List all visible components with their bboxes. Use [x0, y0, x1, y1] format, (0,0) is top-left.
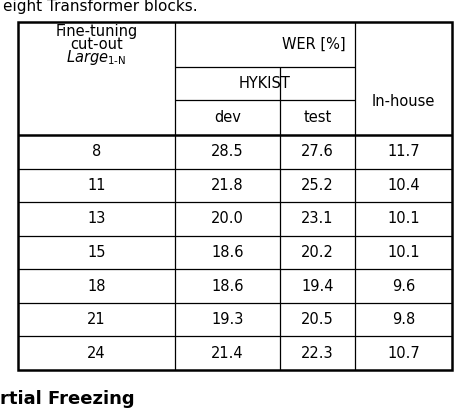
- Text: 9.8: 9.8: [392, 312, 415, 327]
- Text: 8: 8: [92, 144, 101, 159]
- Text: 10.1: 10.1: [387, 245, 420, 260]
- Text: 20.0: 20.0: [211, 211, 244, 226]
- Text: 11: 11: [87, 178, 106, 193]
- Text: 27.6: 27.6: [301, 144, 334, 159]
- Text: 10.7: 10.7: [387, 346, 420, 361]
- Text: test: test: [303, 110, 331, 125]
- Text: HYKIST: HYKIST: [239, 76, 291, 91]
- Text: 10.4: 10.4: [387, 178, 420, 193]
- Text: WER [%]: WER [%]: [281, 37, 345, 52]
- Text: 18: 18: [87, 279, 106, 294]
- Text: In-house: In-house: [372, 93, 435, 109]
- Text: 21.8: 21.8: [211, 178, 244, 193]
- Text: rtial Freezing: rtial Freezing: [0, 390, 135, 408]
- Text: 19.3: 19.3: [211, 312, 244, 327]
- Text: 20.5: 20.5: [301, 312, 334, 327]
- Text: 20.2: 20.2: [301, 245, 334, 260]
- Text: eight Transformer blocks.: eight Transformer blocks.: [3, 0, 197, 14]
- Text: cut-out: cut-out: [70, 37, 123, 52]
- Text: 22.3: 22.3: [301, 346, 334, 361]
- Text: Fine-tuning: Fine-tuning: [55, 24, 138, 39]
- Text: 9.6: 9.6: [392, 279, 415, 294]
- Text: 21: 21: [87, 312, 106, 327]
- Text: dev: dev: [214, 110, 241, 125]
- Text: 11.7: 11.7: [387, 144, 420, 159]
- Text: 18.6: 18.6: [211, 279, 244, 294]
- Text: 19.4: 19.4: [301, 279, 334, 294]
- Text: 25.2: 25.2: [301, 178, 334, 193]
- Text: 10.1: 10.1: [387, 211, 420, 226]
- Text: 15: 15: [87, 245, 106, 260]
- Bar: [18, 22, 452, 370]
- Text: 13: 13: [87, 211, 106, 226]
- Text: 23.1: 23.1: [301, 211, 334, 226]
- Text: 18.6: 18.6: [211, 245, 244, 260]
- Text: 24: 24: [87, 346, 106, 361]
- Text: $\mathit{Large}_{1\text{-N}}$: $\mathit{Large}_{1\text{-N}}$: [66, 48, 127, 67]
- Text: 28.5: 28.5: [211, 144, 244, 159]
- Text: 21.4: 21.4: [211, 346, 244, 361]
